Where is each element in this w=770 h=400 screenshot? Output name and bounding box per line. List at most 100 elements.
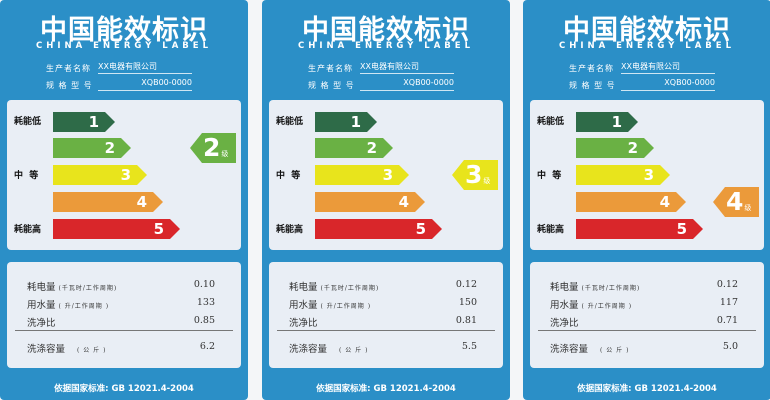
energy-label: 中国能效标识 CHINA ENERGY LABEL 生产者名称 XX电器有限公司规 格… [262,0,510,400]
spec-value: 150 [458,297,477,308]
grade-bar-4: 4 [53,192,163,212]
spec-name: 洗净比 [550,318,579,329]
capacity-unit: ( 公 斤 ) [600,347,630,354]
spec-name: 用水量 [27,300,56,311]
spec-row-label: 洗净比 [289,315,321,329]
grade-bar-1: 1 [53,112,115,132]
level-mid: 中 等 [14,171,39,181]
spec-value: 0.81 [455,315,477,326]
grade-bar-5: 5 [576,219,703,239]
spec-value: 0.10 [193,279,215,290]
model-value: XQB00-0000 [621,78,715,91]
spec-name: 洗净比 [289,318,318,329]
grade-bar-4: 4 [576,192,686,212]
spec-unit: (千瓦时/工作周期) [320,285,380,292]
spec-row-label: 洗净比 [550,315,582,329]
capacity-unit: ( 公 斤 ) [77,347,107,354]
model-value: XQB00-0000 [98,78,192,91]
grade-bar-5: 5 [315,219,442,239]
grade-bar-1: 1 [576,112,638,132]
grade-panel: 耗能低中 等耗能高 1 2 3 4 5 4级 [530,100,764,250]
grade-value: 2 [203,133,221,162]
divider [277,330,495,331]
spec-unit: (千瓦时/工作周期) [58,285,118,292]
spec-value: 133 [196,297,215,308]
grade-bar-5: 5 [53,219,180,239]
spec-value: 0.71 [716,315,738,326]
maker-label: 生产者名称 [569,64,614,73]
level-mid: 中 等 [537,171,562,181]
spec-row-label: 耗电量 (千瓦时/工作周期) [27,279,117,293]
capacity-row-label: 洗涤容量 ( 公 斤 ) [550,341,629,355]
spec-value: 117 [719,297,738,308]
model-label: 规 格 型 号 [46,81,93,90]
grade-panel: 耗能低中 等耗能高 1 2 3 4 5 3级 [269,100,503,250]
spec-value: 0.85 [193,315,215,326]
divider [15,330,233,331]
label-title: 中国能效标识 [563,15,731,46]
maker-label: 生产者名称 [308,64,353,73]
capacity-name: 洗涤容量 [550,344,589,355]
label-subtitle: CHINA ENERGY LABEL [35,41,213,51]
spec-value: 0.12 [716,279,738,290]
maker-value: XX电器有限公司 [360,61,454,74]
spec-row-label: 耗电量 (千瓦时/工作周期) [289,279,379,293]
grade-bar-2: 2 [576,138,654,158]
level-mid: 中 等 [276,171,301,181]
spec-name: 耗电量 [27,282,56,293]
capacity-value: 5.5 [461,341,477,352]
label-subtitle: CHINA ENERGY LABEL [297,41,475,51]
grade-bar-3: 3 [576,165,670,185]
spec-row-label: 用水量( 升/工作周期 ) [289,297,371,311]
grade-suffix: 级 [221,150,229,158]
spec-name: 洗净比 [27,318,56,329]
label-title: 中国能效标识 [302,15,470,46]
spec-name: 用水量 [289,300,318,311]
level-high: 耗能高 [276,225,304,235]
grade-bar-2: 2 [315,138,393,158]
grade-badge: 3级 [452,160,498,190]
grade-suffix: 级 [744,204,752,212]
maker-label: 生产者名称 [46,64,91,73]
capacity-value: 5.0 [722,341,738,352]
model-label: 规 格 型 号 [308,81,355,90]
spec-row-label: 洗净比 [27,315,59,329]
spec-name: 耗电量 [550,282,579,293]
standard-footer: 依据国家标准: GB 12021.4-2004 [316,384,456,394]
maker-value: XX电器有限公司 [621,61,715,74]
capacity-value: 6.2 [199,341,215,352]
level-low: 耗能低 [14,117,42,127]
standard-footer: 依据国家标准: GB 12021.4-2004 [577,384,717,394]
spec-value: 0.12 [455,279,477,290]
spec-name: 耗电量 [289,282,318,293]
grade-bar-4: 4 [315,192,425,212]
spec-unit: ( 升/工作周期 ) [320,303,372,310]
grade-value: 4 [726,187,744,216]
label-title: 中国能效标识 [40,15,208,46]
grade-badge: 4级 [713,187,759,217]
spec-panel: 耗电量 (千瓦时/工作周期) 0.12 用水量( 升/工作周期 ) 150 洗净比 0.81… [269,262,503,368]
grade-bar-2: 2 [53,138,131,158]
capacity-row-label: 洗涤容量 ( 公 斤 ) [27,341,106,355]
grade-bar-3: 3 [53,165,147,185]
maker-value: XX电器有限公司 [98,61,192,74]
capacity-name: 洗涤容量 [289,344,328,355]
spec-unit: ( 升/工作周期 ) [58,303,110,310]
energy-label: 中国能效标识 CHINA ENERGY LABEL 生产者名称 XX电器有限公司规 格… [0,0,248,400]
grade-bar-1: 1 [315,112,377,132]
divider [538,330,756,331]
model-label: 规 格 型 号 [569,81,616,90]
spec-row-label: 耗电量 (千瓦时/工作周期) [550,279,640,293]
spec-row-label: 用水量( 升/工作周期 ) [550,297,632,311]
spec-unit: (千瓦时/工作周期) [581,285,641,292]
spec-panel: 耗电量 (千瓦时/工作周期) 0.10 用水量( 升/工作周期 ) 133 洗净比 0.85… [7,262,241,368]
label-subtitle: CHINA ENERGY LABEL [558,41,736,51]
grade-panel: 耗能低中 等耗能高 1 2 3 4 5 2级 [7,100,241,250]
spec-row-label: 用水量( 升/工作周期 ) [27,297,109,311]
spec-panel: 耗电量 (千瓦时/工作周期) 0.12 用水量( 升/工作周期 ) 117 洗净比 0.71… [530,262,764,368]
standard-footer: 依据国家标准: GB 12021.4-2004 [54,384,194,394]
capacity-unit: ( 公 斤 ) [339,347,369,354]
grade-bar-3: 3 [315,165,409,185]
level-high: 耗能高 [537,225,565,235]
model-value: XQB00-0000 [360,78,454,91]
